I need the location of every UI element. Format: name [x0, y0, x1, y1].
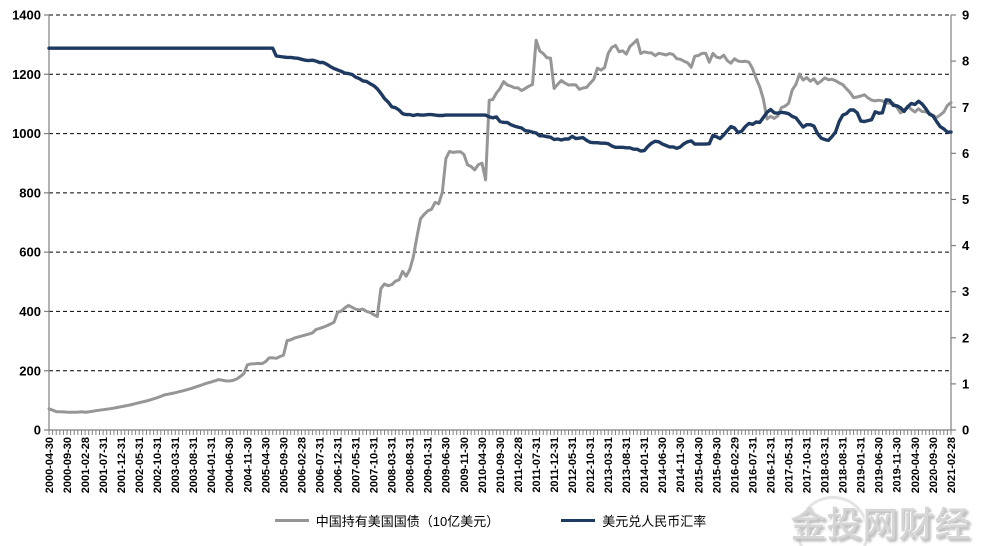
right-axis-tick-label: 2: [962, 330, 969, 345]
holdings-series-label: 中国持有美国国债（10亿美元）: [315, 514, 500, 529]
x-axis-tick-label: 2009-06-30: [441, 437, 453, 493]
right-axis-tick-label: 0: [962, 423, 969, 438]
left-axis-tick-label: 1000: [12, 126, 41, 141]
x-axis-tick-label: 2005-04-30: [260, 437, 272, 493]
x-axis-tick-label: 2012-10-31: [585, 437, 597, 493]
x-axis-tick-label: 2006-07-31: [314, 437, 326, 493]
left-axis-tick-label: 0: [34, 423, 41, 438]
x-axis-tick-label: 2014-01-31: [639, 437, 651, 493]
x-axis-tick-label: 2016-12-31: [765, 437, 777, 493]
x-axis-tick-label: 2004-11-30: [242, 437, 254, 493]
holdings-series-swatch: [274, 519, 309, 522]
left-axis-tick-label: 1400: [12, 8, 41, 23]
right-axis-tick-label: 1: [962, 376, 969, 391]
x-axis-tick-label: 2011-02-28: [513, 437, 525, 493]
x-axis-tick-label: 2019-11-30: [892, 437, 904, 493]
x-axis-tick-label: 2010-09-30: [495, 437, 507, 493]
x-axis-tick-label: 2005-09-30: [278, 437, 290, 493]
x-axis-tick-label: 2015-04-30: [693, 437, 705, 493]
x-axis-tick-label: 2014-06-30: [657, 437, 669, 493]
left-axis-tick-label: 800: [19, 185, 41, 200]
x-axis-tick-label: 2007-10-31: [369, 437, 381, 493]
x-axis-tick-label: 2018-08-31: [838, 437, 850, 493]
legend-item-holdings: 中国持有美国国债（10亿美元）: [274, 511, 500, 530]
x-axis-tick-label: 2009-01-31: [423, 437, 435, 493]
x-axis-tick-label: 2011-12-31: [549, 437, 561, 493]
right-axis-tick-label: 8: [962, 54, 969, 69]
x-axis-tick-label: 2013-08-31: [621, 437, 633, 493]
x-axis-tick-label: 2006-02-28: [296, 437, 308, 493]
left-axis-tick-label: 400: [19, 304, 41, 319]
x-axis-tick-label: 2020-04-30: [910, 437, 922, 493]
right-axis-tick-label: 7: [962, 100, 969, 115]
watermark-text: 金投网财经: [790, 506, 971, 545]
x-axis-tick-label: 2012-05-31: [567, 437, 579, 493]
x-axis-tick-label: 2008-03-31: [387, 437, 399, 493]
x-axis-tick-label: 2001-12-31: [116, 437, 128, 493]
x-axis-tick-label: 2003-03-31: [170, 437, 182, 493]
x-axis-tick-label: 2002-10-31: [152, 437, 164, 493]
x-axis-tick-label: 2019-01-31: [856, 437, 868, 493]
holdings-line: [47, 38, 953, 414]
x-axis-tick-label: 2001-02-28: [80, 437, 92, 493]
left-axis-tick-label: 1200: [12, 67, 41, 82]
x-axis-tick-label: 2002-05-31: [134, 437, 146, 493]
x-axis-tick-label: 2021-02-28: [946, 437, 958, 493]
x-axis-tick-label: 2019-06-30: [874, 437, 886, 493]
x-axis-tick-label: 2014-11-30: [675, 437, 687, 493]
legend-item-fx-rate: 美元兑人民币汇率: [561, 511, 706, 530]
x-axis-tick-label: 2017-05-31: [783, 437, 795, 493]
x-axis-tick-label: 2015-09-30: [711, 437, 723, 493]
fx-rate-line: [47, 46, 953, 153]
x-axis-tick-label: 2003-08-31: [188, 437, 200, 493]
right-axis-tick-label: 4: [962, 238, 970, 253]
fx-series-swatch: [561, 519, 596, 522]
x-axis-tick-label: 2020-09-30: [928, 437, 940, 493]
x-axis-tick-label: 2010-04-30: [477, 437, 489, 493]
x-axis-tick-label: 2016-07-31: [747, 437, 759, 493]
x-axis-tick-label: 2017-10-31: [802, 437, 814, 493]
left-axis-tick-label: 200: [19, 363, 41, 378]
right-axis-tick-label: 6: [962, 146, 969, 161]
x-axis-tick-label: 2004-01-31: [206, 437, 218, 493]
x-axis-tick-label: 2011-07-31: [531, 437, 543, 493]
x-axis-tick-label: 2001-07-31: [98, 437, 110, 493]
x-axis-tick-label: 2008-08-31: [405, 437, 417, 493]
x-axis-tick-label: 2004-06-30: [224, 437, 236, 493]
right-axis-tick-label: 9: [962, 8, 969, 23]
x-axis-tick-label: 2013-03-31: [603, 437, 615, 493]
left-axis-tick-label: 600: [19, 245, 41, 260]
x-axis-tick-label: 2000-04-30: [44, 437, 56, 493]
watermark-seal-circle: [797, 496, 869, 546]
right-axis-tick-label: 3: [962, 284, 969, 299]
x-axis-tick-label: 2000-09-30: [62, 437, 74, 493]
x-axis-tick-label: 2007-05-31: [351, 437, 363, 493]
x-axis-tick-label: 2016-02-29: [729, 437, 741, 493]
x-axis-tick-label: 2006-12-31: [332, 437, 344, 493]
fx-series-label: 美元兑人民币汇率: [602, 514, 707, 529]
x-axis-tick-label: 2009-11-30: [459, 437, 471, 493]
right-axis-tick-label: 5: [962, 192, 969, 207]
chart-legend: 中国持有美国国债（10亿美元） 美元兑人民币汇率: [0, 511, 981, 530]
x-axis-tick-label: 2018-03-31: [820, 437, 832, 493]
